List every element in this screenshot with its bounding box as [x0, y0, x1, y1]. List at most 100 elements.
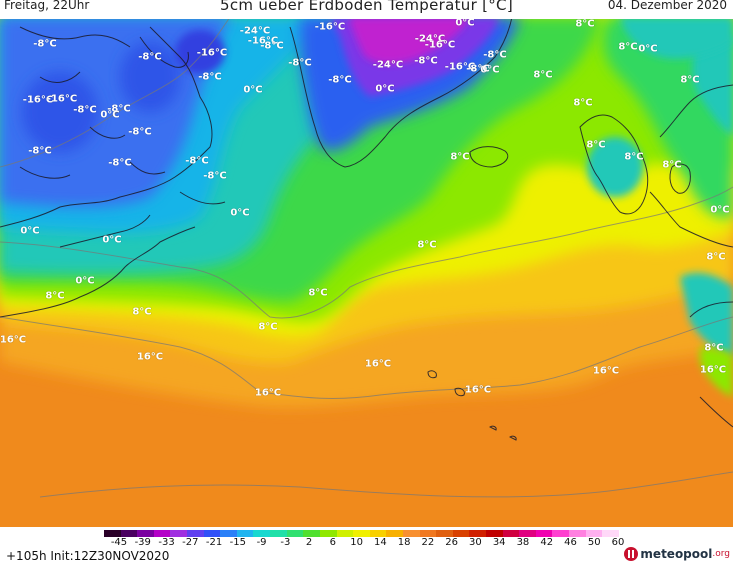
color-swatch: [602, 530, 619, 537]
isotherm-label: 16°C: [254, 387, 282, 399]
isotherm-label: 0°C: [455, 17, 475, 29]
scale-tick-label: 60: [611, 537, 625, 548]
isotherm-label: 8°C: [573, 97, 593, 109]
temperature-field: [0, 17, 733, 527]
scale-tick-label: 46: [564, 537, 577, 548]
color-swatch: [552, 530, 570, 537]
scale-tick-label: 14: [374, 537, 387, 548]
scale-tick-label: 2: [305, 537, 313, 548]
isotherm-label: 0°C: [710, 204, 730, 216]
isotherm-label: -8°C: [108, 157, 132, 169]
isotherm-label: -24°C: [239, 25, 271, 37]
color-swatch: [469, 530, 487, 537]
isotherm-label: -8°C: [466, 63, 490, 75]
isotherm-label: -16°C: [196, 47, 228, 59]
isotherm-label: 8°C: [450, 151, 470, 163]
color-swatch: [336, 530, 354, 537]
color-swatch: [286, 530, 304, 537]
model-run-info: +105h Init:12Z30NOV2020: [6, 549, 170, 563]
isotherm-label: 8°C: [624, 151, 644, 163]
color-swatch: [203, 530, 221, 537]
color-swatch: [452, 530, 470, 537]
isotherm-label: -8°C: [288, 57, 312, 69]
color-swatch: [319, 530, 337, 537]
scale-tick-label: 18: [397, 537, 411, 548]
color-swatch: [436, 530, 453, 537]
isotherm-label: -8°C: [203, 170, 227, 182]
color-swatch: [502, 530, 520, 537]
isotherm-label: -16°C: [247, 35, 279, 47]
isotherm-label: -16°C: [22, 94, 54, 106]
logo-suffix: .org: [712, 549, 730, 559]
scale-tick-label: -9: [256, 537, 267, 548]
scale-tick-label: 10: [350, 537, 363, 548]
temperature-color-scale: [104, 530, 619, 537]
isotherm-label: 8°C: [45, 290, 65, 302]
logo-text: meteopool: [640, 547, 713, 561]
isotherm-label: 0°C: [230, 207, 250, 219]
isotherm-label: 8°C: [132, 306, 152, 318]
isotherm-label: 8°C: [662, 159, 682, 171]
scale-tick-label: 30: [469, 537, 482, 548]
isotherm-label: -16°C: [444, 61, 476, 73]
isotherm-label: 8°C: [704, 342, 724, 354]
isotherm-label: 8°C: [258, 321, 278, 333]
color-swatch: [486, 530, 503, 537]
scale-tick-label: -39: [134, 537, 151, 548]
isotherm-label: -8°C: [198, 71, 222, 83]
color-swatch: [120, 530, 138, 537]
isotherm-label: -16°C: [424, 39, 456, 51]
isotherm-label: 16°C: [592, 365, 620, 377]
isotherm-label: 0°C: [243, 84, 263, 96]
isotherm-label: 8°C: [680, 74, 700, 86]
isotherm-label: 16°C: [464, 384, 492, 396]
color-swatch: [369, 530, 387, 537]
isotherm-label: 0°C: [102, 234, 122, 246]
temperature-map: -8°C -16°C -24°C -16°C -24°C -16°C -8°C -16°C -8…: [0, 17, 733, 527]
isotherm-label: 0°C: [100, 109, 120, 121]
scale-tick-label: 26: [445, 537, 459, 548]
color-swatch: [104, 530, 121, 537]
isotherm-label: -8°C: [107, 103, 131, 115]
color-swatch: [402, 530, 420, 537]
isotherm-label: 8°C: [618, 41, 638, 53]
scale-tick-label: -45: [110, 537, 128, 548]
forecast-date: 04. Dezember 2020: [607, 0, 727, 12]
isotherm-label: 0°C: [375, 83, 395, 95]
color-swatch: [270, 530, 287, 537]
color-swatch: [153, 530, 171, 537]
color-swatch: [303, 530, 320, 537]
isotherm-label: 8°C: [533, 69, 553, 81]
isotherm-label: 8°C: [417, 239, 437, 251]
color-swatch: [253, 530, 271, 537]
scale-tick-label: -21: [205, 537, 223, 548]
isotherm-label: 16°C: [136, 351, 164, 363]
map-footer: -45 -39 -33 -27 -21 -15 -9 -3 2 6 10 14 18 22 26 30 34 38…: [0, 527, 733, 566]
scale-tick-label: -27: [182, 537, 199, 548]
isotherm-label: -8°C: [185, 155, 209, 167]
meteopool-logo[interactable]: meteopool .org: [624, 547, 730, 561]
isotherm-label: -8°C: [483, 49, 507, 61]
isotherm-label: -8°C: [138, 51, 162, 63]
isotherm-label: 0°C: [75, 275, 95, 287]
color-swatch: [137, 530, 154, 537]
isotherm-label: 0°C: [638, 43, 658, 55]
forecast-day-time: Freitag, 22Uhr: [4, 0, 90, 12]
color-swatch: [386, 530, 403, 537]
isotherm-label: 16°C: [364, 358, 392, 370]
isotherm-label: -16°C: [46, 93, 78, 105]
scale-tick-label: 38: [516, 537, 530, 548]
isotherm-label: 8°C: [575, 18, 595, 30]
color-swatch: [585, 530, 603, 537]
color-scale-ticks: -45 -39 -33 -27 -21 -15 -9 -3 2 6 10 14 18 22 26 30 34 38…: [0, 537, 733, 551]
isotherm-label: -24°C: [414, 33, 446, 45]
color-swatch: [236, 530, 254, 537]
isotherm-label: 8°C: [706, 251, 726, 263]
isotherm-label: -8°C: [414, 55, 438, 67]
isotherm-label: 0°C: [20, 225, 40, 237]
color-swatch: [535, 530, 553, 537]
isotherm-label: -24°C: [372, 59, 404, 71]
color-swatch: [220, 530, 237, 537]
isotherm-label: 0°C: [480, 64, 500, 76]
isotherm-label: -8°C: [128, 126, 152, 138]
